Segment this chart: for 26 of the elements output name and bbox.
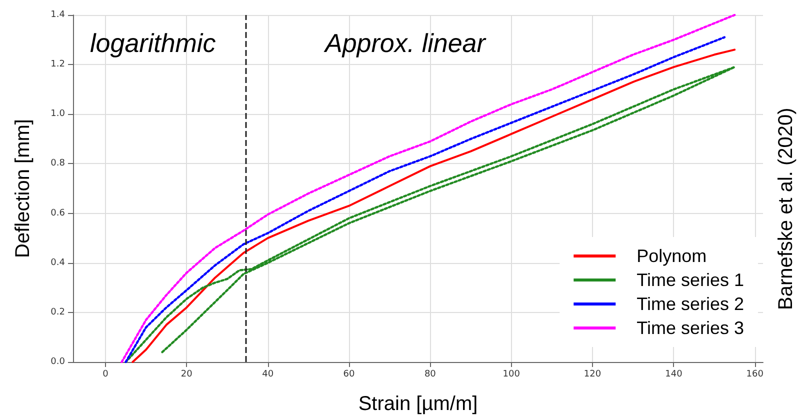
x-tick-label: 60 bbox=[343, 370, 355, 380]
y-tick-label: 1.4 bbox=[50, 10, 66, 20]
y-tick-label: 0.2 bbox=[50, 307, 65, 318]
text: Barnefske et al. (2020) bbox=[775, 108, 797, 310]
annotation: Approx. linear bbox=[323, 28, 487, 58]
legend-label: Time series 1 bbox=[636, 270, 744, 290]
y-tick-label: 1.2 bbox=[50, 60, 65, 70]
y-tick-label: 0.8 bbox=[50, 158, 66, 169]
annotation: logarithmic bbox=[90, 28, 216, 58]
y-tick-label: 0.0 bbox=[50, 357, 66, 367]
x-tick-label: 40 bbox=[262, 370, 274, 380]
x-tick-label: 80 bbox=[424, 370, 436, 380]
y-tick-label: 0.6 bbox=[50, 208, 66, 218]
x-tick-label: 140 bbox=[665, 370, 683, 380]
y-tick-label: 0.4 bbox=[50, 258, 66, 268]
x-tick-label: 0 bbox=[102, 370, 109, 380]
y-axis-title: Deflection [mm] bbox=[12, 119, 34, 258]
legend-label: Polynom bbox=[636, 246, 707, 266]
x-tick-label: 20 bbox=[180, 370, 193, 380]
x-tick-label: 120 bbox=[584, 370, 602, 380]
legend-label: Time series 3 bbox=[636, 318, 744, 338]
x-axis-title: Strain [µm/m] bbox=[358, 393, 478, 415]
x-tick-label: 160 bbox=[746, 370, 764, 380]
y-tick-label: 1.0 bbox=[50, 109, 66, 120]
legend-label: Time series 2 bbox=[636, 294, 744, 314]
x-tick-label: 100 bbox=[502, 370, 520, 380]
